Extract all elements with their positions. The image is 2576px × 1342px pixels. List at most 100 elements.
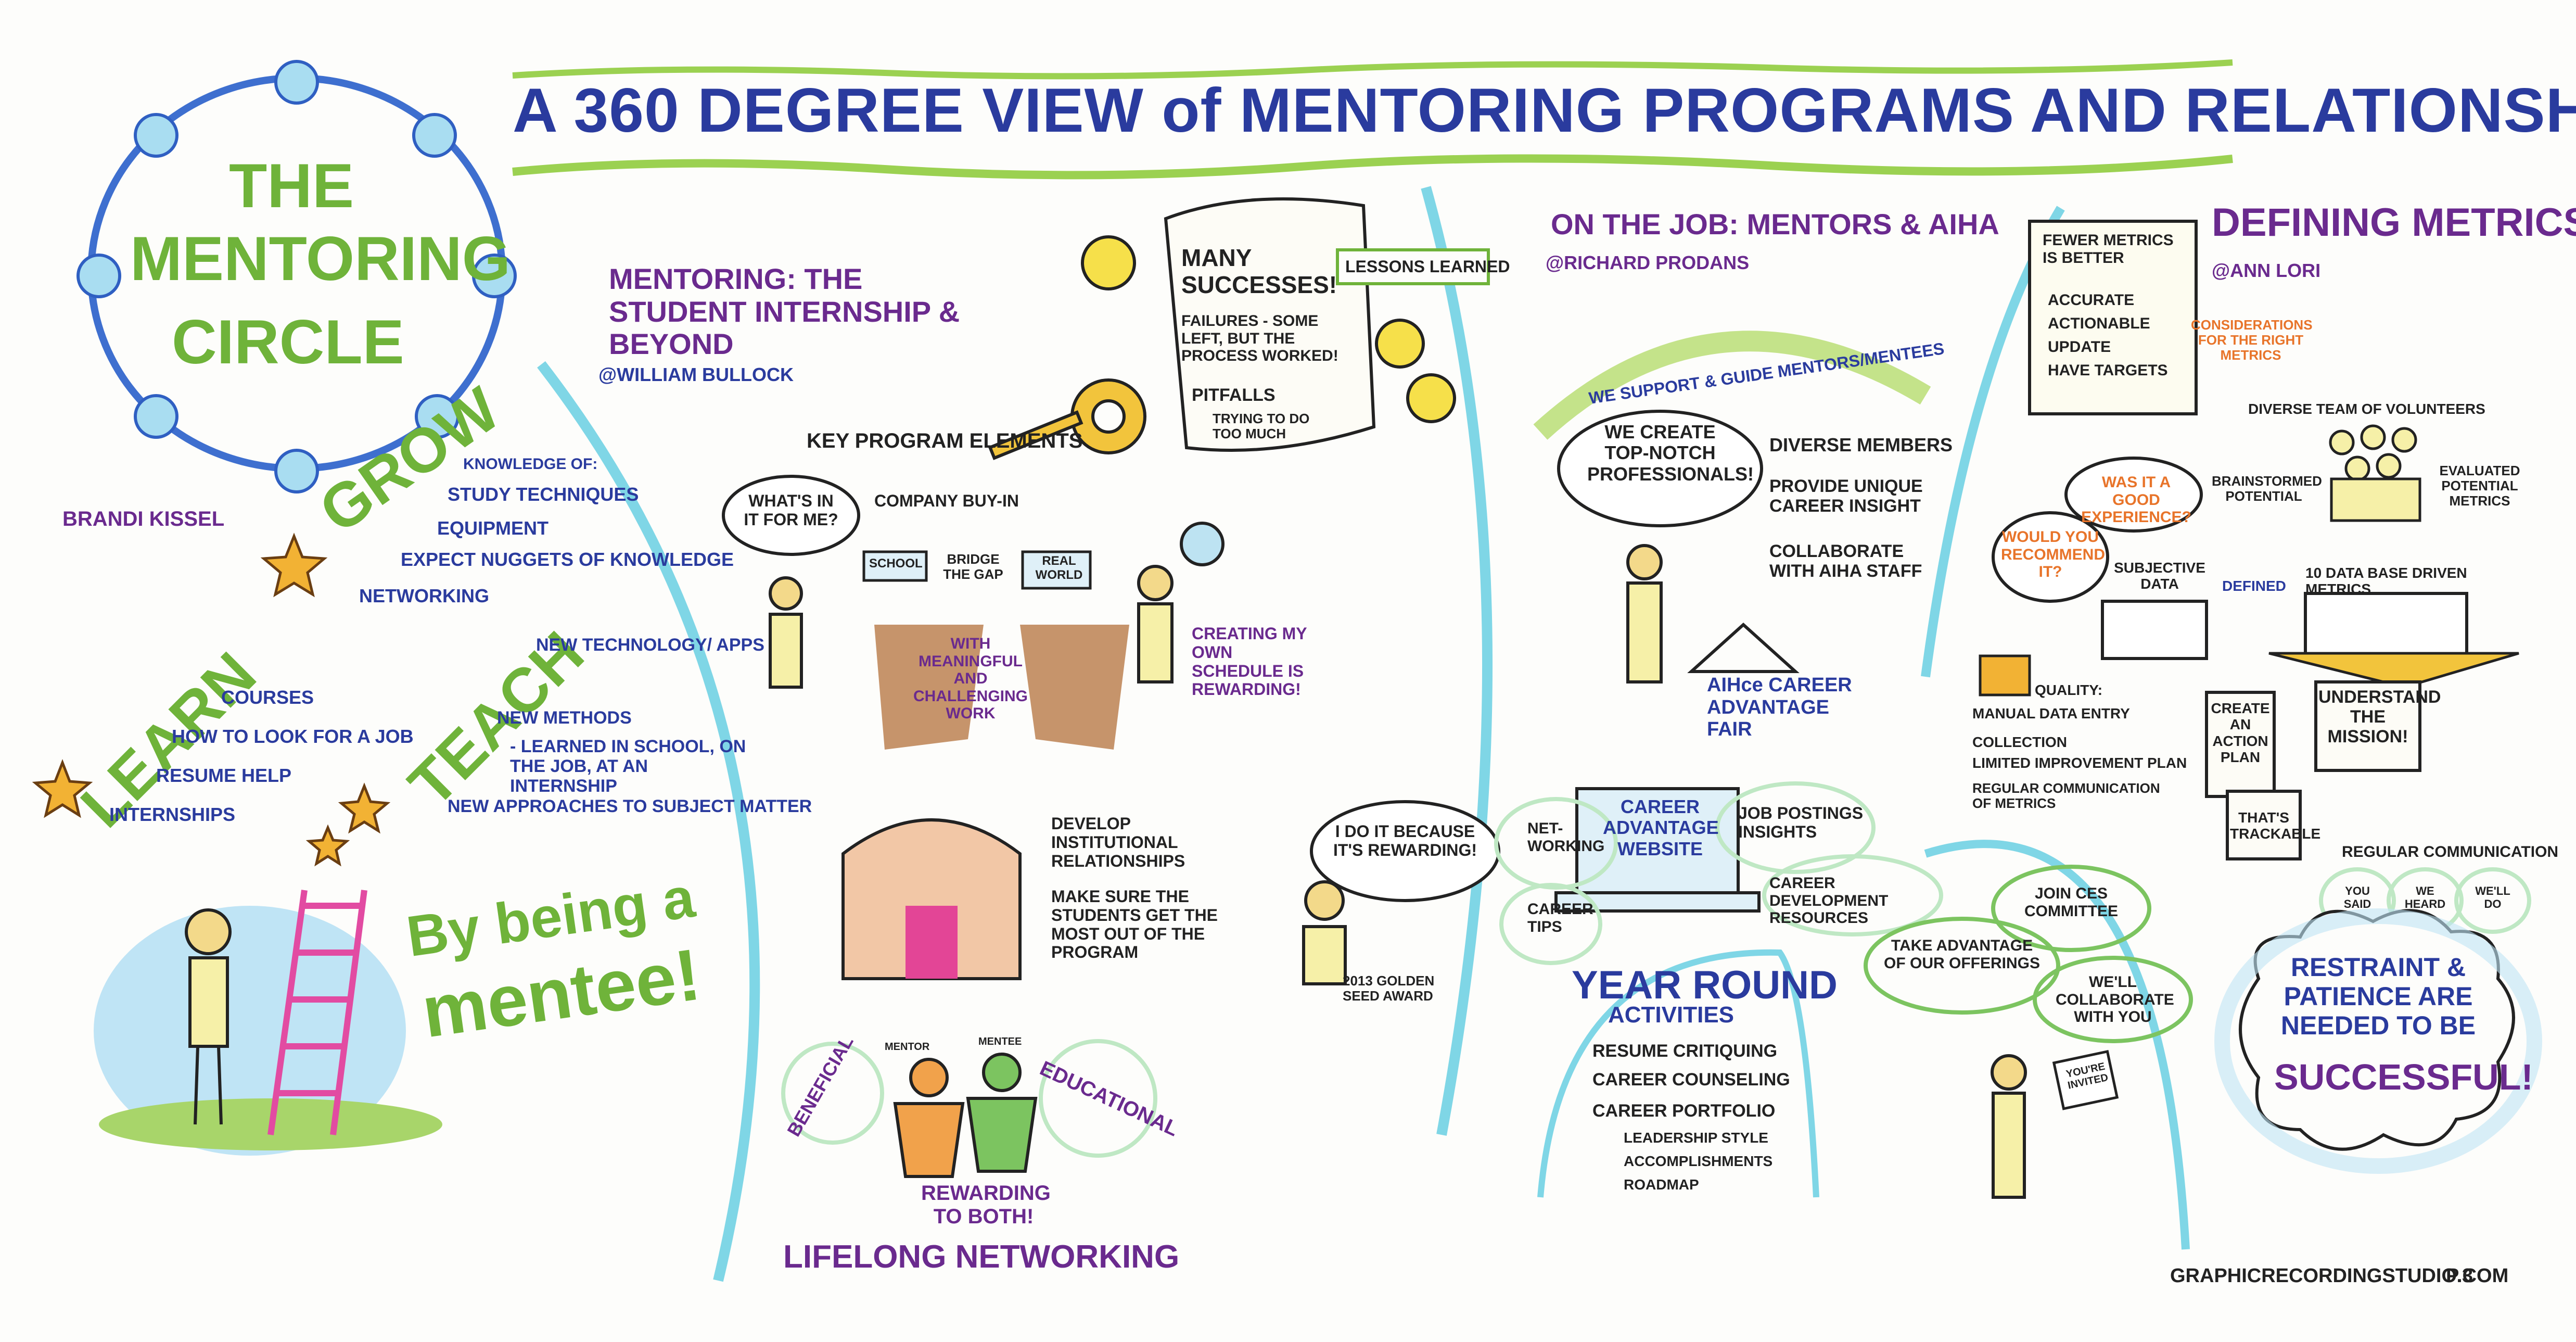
divider-arc-bottom [1924,840,2190,1250]
job-postings: JOB POSTINGS INSIGHTS [1738,804,1864,841]
year-round-title: YEAR ROUND [1572,963,1838,1007]
circle-title-line1: THE [229,151,354,221]
divider-arc-center [1421,186,1493,1136]
action-plan-text: CREATE AN ACTION PLAN [2211,700,2270,766]
teach-item: NEW METHODS [497,708,632,728]
star-icons [32,533,391,867]
restraint-text: RESTRAINT & PATIENCE ARE NEEDED TO BE [2280,953,2476,1040]
lessons-learned-box [1336,248,1490,285]
top-notch-text: WE CREATE TOP-NOTCH PROFESSIONALS! [1587,421,1754,485]
activities-subtitle: ACTIVITIES [1608,1002,1735,1028]
building-door [906,906,958,979]
top-notch-bubble [1557,410,1763,527]
well-do: WE'LL DO [2475,884,2510,910]
learn-item: RESUME HELP [156,765,292,786]
trackable-text: THAT'S TRACKABLE [2230,809,2321,842]
recommend-bubble [1992,511,2109,603]
invitation-card [2052,1049,2119,1110]
educational-circle [1039,1039,1157,1158]
grow-heading: KNOWLEDGE OF: [463,455,598,473]
scroll-pitfalls: PITFALLS [1192,385,1276,405]
grow-item: NETWORKING [359,585,489,606]
unique-insight: PROVIDE UNIQUE CAREER INSIGHT [1769,476,1923,516]
title-underline [512,154,2233,180]
quality-item: MANUAL DATA ENTRY [1972,705,2130,721]
circle-title-line3: CIRCLE [172,307,404,377]
career-fair: AIHce CAREER ADVANTAGE FAIR [1707,674,1852,741]
metrics-author: @ANN LORI [2212,260,2321,281]
circle-title-line2: MENTORING [130,224,511,294]
job-title: ON THE JOB: MENTORS & AIHA [1551,208,1999,240]
teach-item: NEW TECHNOLOGY/ APPS [536,635,764,655]
collaborate-staff: COLLABORATE WITH AIHA STAFF [1769,541,1922,581]
regular-communication: REGULAR COMMUNICATION [2342,843,2559,860]
make-sure-text: MAKE SURE THE STUDENTS GET THE MOST OUT … [1051,887,1218,962]
funnel [2268,652,2519,689]
portfolio-item: LEADERSHIP STYLE [1624,1130,1768,1146]
board-item: ACTIONABLE [2048,315,2150,332]
activity-item: CAREER COUNSELING [1592,1070,1790,1090]
mentor-mentee-figures [893,1053,1038,1178]
quality-item: REGULAR COMMUNICATION OF METRICS [1972,780,2160,812]
whats-in-it-bubble [722,475,860,556]
portfolio-item: ROADMAP [1624,1176,1699,1193]
good-experience-bubble [2064,457,2203,533]
meaningful-work: WITH MEANINGFUL AND CHALLENGING WORK [913,635,1028,723]
understand-mission-paper [2314,680,2421,772]
volunteer-figures [2329,424,2421,522]
ladder-icon [267,890,367,1135]
person-figure-icons [769,544,2027,1199]
award-ribbon-icon [1180,522,1225,566]
we-heard: WE HEARD [2404,884,2446,910]
board-item: HAVE TARGETS [2048,362,2168,379]
real-world-sign [1021,550,1092,590]
action-plan-paper [2205,691,2276,798]
warning-sign-icon [1979,654,2031,697]
database-table [2304,592,2468,657]
circle-author: BRANDI KISSEL [62,508,225,530]
support-arc [1533,331,1931,440]
learn-item: COURSES [221,687,314,708]
student-author: @WILLIAM BULLOCK [598,364,794,385]
lightbulb-icons [1081,235,1456,423]
mentee-label: MENTEE [978,1036,1022,1047]
student-title: MENTORING: THE STUDENT INTERNSHIP & BEYO… [609,262,960,361]
quality-item: LIMITED IMPROVEMENT PLAN [1972,755,2187,771]
evaluated-label: EVALUATED POTENTIAL METRICS [2439,463,2520,509]
mentor-label: MENTOR [885,1041,930,1053]
title-overline [512,59,2233,80]
key-icon [988,378,1146,460]
learn-item: HOW TO LOOK FOR A JOB [172,726,414,747]
offerings-bubbles [1864,865,2193,1043]
well-collaborate: WE'LL COLLABORATE WITH YOU [2056,973,2174,1026]
career-bubbles [1494,781,1943,965]
school-sign [862,550,928,582]
real-world-label: REAL WORLD [1035,554,1083,582]
golden-seed-award: 2013 GOLDEN SEED AWARD [1343,973,1435,1004]
considerations-label: CONSIDERATIONS FOR THE RIGHT METRICS [2191,317,2313,363]
board-item: UPDATE [2048,338,2111,356]
teach-item: - LEARNED IN SCHOOL, ON THE JOB, AT AN I… [510,737,746,796]
board-item: ACCURATE [2048,292,2135,309]
lifelong-networking: LIFELONG NETWORKING [783,1239,1180,1275]
activity-item: CAREER PORTFOLIO [1592,1101,1776,1121]
circle-people [76,60,517,493]
building-illustration [841,818,1022,980]
divider-arc-left [537,361,760,1282]
database-label: 10 DATA BASE DRIVEN METRICS [2305,565,2467,598]
key-program-label: KEY PROGRAM ELEMENTS [807,429,1083,452]
grow-item: EXPECT NUGGETS OF KNOWLEDGE [401,549,734,570]
company-buy-in: COMPANY BUY-IN [874,491,1019,510]
bridge-gap-label: BRIDGE THE GAP [943,551,1003,583]
scroll-successes: MANY SUCCESSES! [1181,244,1337,298]
beneficial-circle [781,1042,884,1145]
good-experience-text: WAS IT A GOOD EXPERIENCE? [2081,474,2191,526]
volunteers-label: DIVERSE TEAM OF VOLUNTEERS [2248,401,2485,417]
page-title: A 360 DEGREE VIEW of MENTORING PROGRAMS … [513,75,2576,145]
quality-label: QUALITY: [2035,682,2103,698]
recommend-text: WOULD YOU RECOMMEND IT? [2001,528,2105,581]
restraint-cloud-glow [2214,908,2542,1174]
trackable-paper [2226,790,2302,860]
